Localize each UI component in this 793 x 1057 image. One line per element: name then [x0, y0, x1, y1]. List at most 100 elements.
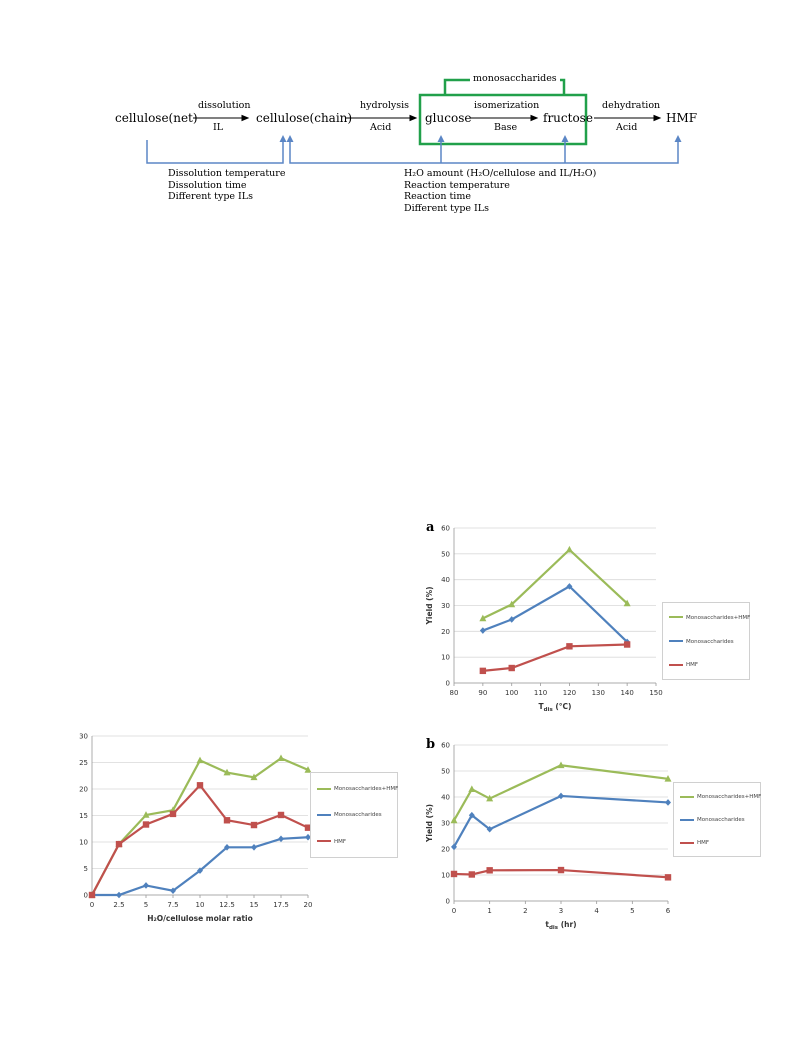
- y-tick-label: 60: [441, 742, 450, 750]
- legend-swatch: [317, 840, 331, 843]
- data-point: [450, 816, 458, 824]
- legend-label: HMF: [686, 662, 699, 669]
- data-point: [304, 824, 312, 831]
- legend-item: Monosaccharides+HMF: [669, 615, 750, 621]
- glucose-label: glucose: [425, 111, 472, 125]
- y-tick-label: 10: [441, 654, 450, 662]
- y-tick-label: 5: [84, 865, 88, 873]
- legend-swatch: [669, 663, 683, 666]
- legend-swatch: [680, 841, 694, 844]
- data-point: [251, 844, 257, 851]
- chart-water-panel: 05101520253002.557.51012.51517.520Yield …: [63, 730, 398, 930]
- data-point: [451, 843, 457, 851]
- legend-item: HMF: [669, 662, 698, 668]
- legend-item: Monosaccharides+HMF: [680, 794, 761, 800]
- y-tick-label: 0: [84, 892, 88, 900]
- x-tick-label: 100: [505, 689, 518, 697]
- legend-swatch: [669, 640, 683, 643]
- dissolution-conditions-arrow: [146, 140, 284, 164]
- x-tick-label: 140: [620, 689, 633, 697]
- reaction-conditions: H₂O amount (H₂O/cellulose and IL/H₂O) Re…: [404, 168, 596, 214]
- step-isomerization-label: isomerization: [474, 100, 540, 111]
- data-point: [304, 766, 312, 773]
- data-point: [169, 810, 177, 818]
- legend-item: Monosaccharides: [669, 639, 734, 645]
- data-point: [468, 871, 476, 878]
- y-tick-label: 15: [79, 812, 88, 820]
- x-tick-label: 130: [592, 689, 605, 697]
- legend-item: Monosaccharides: [317, 812, 382, 818]
- y-tick-label: 20: [441, 628, 450, 636]
- chart-time-panel: 0 10 20 30 40 50 60 0 1 2 3 4 5 6 Yield (%) tdis (hr) b M…: [418, 737, 761, 940]
- y-tick-label: 40: [441, 576, 450, 584]
- data-point: [557, 761, 565, 769]
- y-tick-label: 20: [79, 786, 88, 794]
- data-point: [558, 792, 564, 800]
- data-point: [479, 614, 487, 622]
- legend-swatch: [680, 818, 694, 821]
- x-tick-label: 2: [523, 907, 527, 915]
- legend-label: Monosaccharides+HMF: [697, 794, 762, 801]
- step-hydrolysis-label: hydrolysis: [360, 100, 410, 111]
- legend-label: HMF: [697, 840, 710, 847]
- cellulose-net-label: cellulose(net): [115, 111, 198, 125]
- data-point: [115, 840, 123, 848]
- data-point: [508, 664, 515, 672]
- fructose-label: fructose: [543, 111, 593, 125]
- y-tick-label: 30: [79, 733, 88, 741]
- condition-item: Dissolution time: [168, 179, 247, 191]
- x-tick-label: 17.5: [273, 901, 289, 909]
- panel-label: a: [426, 520, 435, 535]
- legend-label: Monosaccharides: [697, 817, 745, 824]
- x-tick-label: 12.5: [219, 901, 235, 909]
- series-line: [482, 585, 628, 643]
- y-tick-label: 20: [441, 846, 450, 854]
- data-point: [508, 600, 516, 608]
- step-dehydration-label: dehydration: [602, 100, 661, 111]
- legend-item: HMF: [680, 840, 709, 846]
- legend-swatch: [680, 795, 694, 798]
- y-tick-label: 50: [441, 768, 450, 776]
- data-point: [566, 643, 573, 650]
- y-tick-label: 30: [441, 820, 450, 828]
- condition-item: Different type ILs: [168, 191, 253, 202]
- x-tick-label: 7.5: [167, 901, 178, 909]
- legend-swatch: [317, 813, 331, 816]
- data-point: [486, 867, 493, 874]
- y-tick-label: 60: [441, 525, 450, 533]
- data-point: [277, 754, 285, 762]
- x-tick-label: 80: [450, 689, 459, 697]
- chart-legend: Monosaccharides+HMF Monosaccharides HMF: [662, 602, 750, 680]
- legend-label: Monosaccharides+HMF: [686, 614, 751, 621]
- data-point: [566, 583, 573, 590]
- legend-swatch: [669, 616, 683, 619]
- data-point: [196, 782, 204, 789]
- y-tick-label: 25: [79, 759, 88, 767]
- legend-item: Monosaccharides+HMF: [317, 786, 398, 792]
- y-axis-title: Yield (%): [425, 586, 434, 625]
- legend-label: Monosaccharides: [686, 638, 734, 645]
- data-point: [223, 817, 231, 824]
- legend-swatch: [317, 787, 331, 790]
- data-point: [88, 891, 96, 899]
- x-tick-label: 5: [144, 901, 148, 909]
- reaction-conditions-arrow: [289, 140, 679, 164]
- data-point: [250, 773, 258, 781]
- data-point: [557, 866, 565, 874]
- x-tick-label: 20: [304, 901, 313, 909]
- chart-svg: 0 10 20 30 40 50 60 0 1 2 3 4 5 6 Yield (%) tdis (hr): [425, 742, 672, 931]
- data-point: [479, 627, 486, 634]
- y-axis-title: Yield (%): [425, 804, 434, 843]
- data-point: [623, 599, 631, 607]
- data-point: [142, 821, 150, 828]
- legend-item: Monosaccharides: [680, 817, 745, 823]
- x-tick-label: 2.5: [113, 901, 124, 909]
- chart-temperature-panel: 0 10 20 30 40 50 60 80 90 100 110 120 130 140 150 Yield…: [418, 520, 750, 722]
- monosaccharides-box: [418, 93, 588, 146]
- data-point: [664, 874, 672, 881]
- condition-item: Reaction time: [404, 191, 471, 202]
- x-tick-label: 150: [649, 689, 662, 697]
- x-tick-label: 3: [559, 907, 563, 915]
- x-tick-label: 0: [90, 901, 94, 909]
- panel-label: b: [426, 737, 436, 752]
